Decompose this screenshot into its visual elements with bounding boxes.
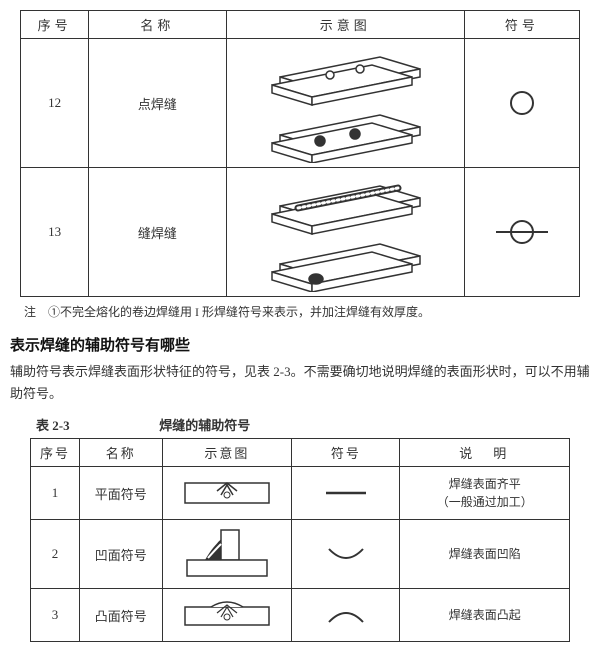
section-paragraph: 辅助符号表示焊缝表面形状特征的符号，见表 2-3。不需要确切地说明焊缝的表面形状…: [10, 361, 590, 405]
table1-footnote: 注 ①不完全熔化的卷边焊缝用 I 形焊缝符号来表示，并加注焊缝有效厚度。: [24, 303, 590, 320]
cell-symbol-concave: [292, 520, 400, 589]
table-row: 12 点焊缝: [21, 39, 580, 168]
cell-explain: 焊缝表面凹陷: [400, 520, 570, 589]
table2-title: 焊缝的辅助符号: [159, 418, 250, 433]
col-symbol: 符号: [464, 11, 579, 39]
col-seq: 序号: [21, 11, 89, 39]
col-name: 名称: [79, 439, 162, 467]
col-explain: 说 明: [400, 439, 570, 467]
weld-types-table: 序号 名称 示意图 符号 12 点焊缝: [20, 10, 580, 297]
cell-name: 缝焊缝: [89, 168, 227, 297]
col-name: 名称: [89, 11, 227, 39]
col-diagram: 示意图: [162, 439, 292, 467]
table-row: 13 缝焊缝: [21, 168, 580, 297]
table-row: 1 平面符号 焊缝表面齐平 （一般通过加工）: [31, 467, 570, 520]
cell-explain: 焊缝表面齐平 （一般通过加工）: [400, 467, 570, 520]
cell-seq: 2: [31, 520, 80, 589]
cell-symbol-seam-weld: [464, 168, 579, 297]
cell-diagram-seam-weld: [226, 168, 464, 297]
cell-diagram-concave: [162, 520, 292, 589]
col-diagram: 示意图: [226, 11, 464, 39]
cell-seq: 1: [31, 467, 80, 520]
cell-seq: 3: [31, 589, 80, 642]
cell-diagram-flat: [162, 467, 292, 520]
cell-name: 点焊缝: [89, 39, 227, 168]
cell-explain: 焊缝表面凸起: [400, 589, 570, 642]
table-row: 3 凸面符号 焊缝表面凸起: [31, 589, 570, 642]
table-row: 2 凹面符号 焊缝表面凹陷: [31, 520, 570, 589]
section-heading: 表示焊缝的辅助符号有哪些: [10, 334, 590, 355]
cell-diagram-spot-weld: [226, 39, 464, 168]
table2-caption: 表 2-3 焊缝的辅助符号: [36, 415, 590, 434]
table2-number: 表 2-3: [36, 415, 156, 434]
cell-diagram-convex: [162, 589, 292, 642]
cell-seq: 13: [21, 168, 89, 297]
cell-name: 凸面符号: [79, 589, 162, 642]
col-seq: 序号: [31, 439, 80, 467]
col-symbol: 符号: [292, 439, 400, 467]
cell-symbol-convex: [292, 589, 400, 642]
cell-seq: 12: [21, 39, 89, 168]
cell-symbol-flat: [292, 467, 400, 520]
cell-symbol-spot-weld: [464, 39, 579, 168]
aux-symbols-table: 序号 名称 示意图 符号 说 明 1 平面符号 焊缝表面齐: [30, 438, 570, 642]
cell-name: 凹面符号: [79, 520, 162, 589]
cell-name: 平面符号: [79, 467, 162, 520]
